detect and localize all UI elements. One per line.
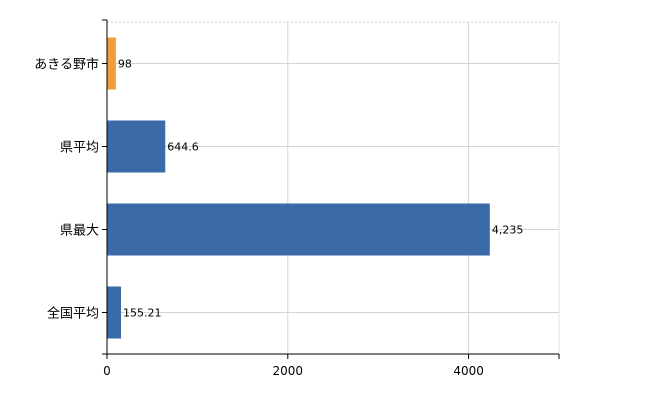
data-label: 155.21	[123, 307, 161, 320]
category-label: 全国平均	[47, 306, 99, 322]
category-label: 県平均	[60, 141, 99, 156]
data-label: 98	[118, 58, 132, 71]
bar	[107, 203, 490, 256]
x-tick-label: 4000	[453, 364, 484, 378]
grid-lines	[107, 21, 560, 354]
x-tick-label: 0	[103, 364, 111, 378]
bar	[107, 286, 122, 339]
bars	[107, 37, 490, 339]
data-label: 644.6	[167, 141, 199, 154]
axes	[102, 19, 560, 359]
category-label: あきる野市	[34, 57, 99, 73]
x-tick-label: 2000	[273, 364, 304, 378]
bar	[107, 120, 166, 173]
bar	[107, 37, 116, 90]
data-label: 4,235	[492, 224, 524, 237]
labels: 98 あきる野市 644.6 県平均 4,235 県最大 155.21 全国平均 0 2000 40…	[34, 57, 523, 379]
category-label: 県最大	[60, 224, 99, 239]
